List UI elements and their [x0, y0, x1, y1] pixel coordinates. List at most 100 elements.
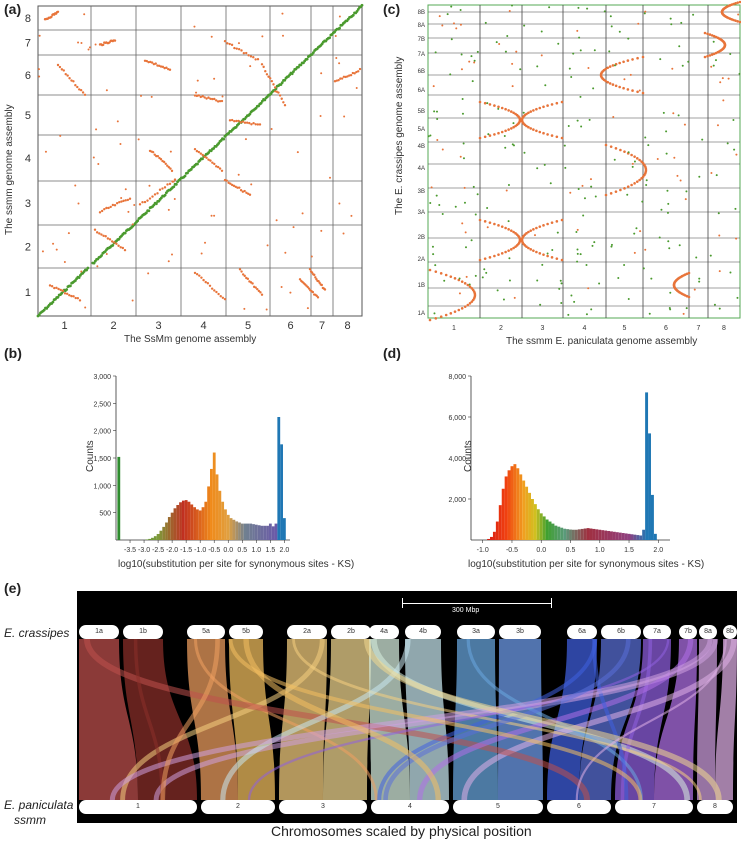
x-tick-label: 7 — [319, 320, 325, 332]
synteny-dot — [93, 228, 97, 231]
scatter-dot — [610, 245, 613, 248]
synteny-dot — [349, 73, 353, 77]
hist-bar — [650, 494, 654, 540]
curve-dot — [512, 111, 515, 115]
diagonal-dot — [37, 313, 41, 317]
synteny-dot — [201, 153, 204, 157]
curve-dot — [703, 55, 707, 59]
scatter-dot — [243, 307, 246, 310]
scatter-dot — [523, 151, 526, 154]
synteny-dot — [61, 289, 65, 292]
hist-bar — [193, 507, 196, 540]
x-tick-label: 7 — [697, 325, 701, 332]
scatter-dot — [576, 29, 579, 32]
hist-bar — [501, 488, 505, 540]
y-tick-label: 8 — [25, 13, 31, 25]
scatter-dot — [505, 189, 508, 192]
scatter-dot — [434, 264, 437, 267]
top-chromosome-1a: 1a — [79, 625, 119, 639]
curve-dot — [736, 20, 739, 23]
scatter-dot — [465, 275, 468, 278]
scatter-dot — [543, 163, 546, 166]
curve-dot — [626, 59, 630, 62]
curve-dot — [606, 66, 610, 70]
top-chromosome-1b: 1b — [123, 625, 163, 639]
curve-dot — [439, 315, 443, 318]
scatter-dot — [459, 155, 462, 158]
scatter-dot — [617, 277, 620, 280]
synteny-dot — [95, 231, 99, 234]
x-tick-label: 1.5 — [624, 547, 634, 554]
scatter-dot — [644, 10, 647, 13]
hist-bar — [249, 523, 253, 540]
hist-bar — [167, 517, 171, 540]
hist-bar — [268, 523, 272, 540]
scatter-dot — [67, 232, 70, 235]
hist-bar — [525, 486, 529, 540]
synteny-dot — [138, 203, 142, 206]
scatter-dot — [37, 68, 40, 71]
curve-dot — [535, 129, 538, 133]
synteny-dot — [76, 85, 79, 89]
curve-dot — [618, 61, 621, 65]
synteny-dot — [111, 203, 115, 207]
curve-dot — [500, 106, 504, 110]
scatter-dot — [718, 234, 721, 237]
synteny-dot — [307, 287, 311, 290]
hist-bar — [274, 523, 278, 540]
synteny-dot — [209, 159, 212, 162]
hist-bar — [504, 476, 508, 540]
curve-dot — [466, 303, 470, 307]
scatter-dot — [441, 148, 444, 151]
curve-dot — [555, 220, 559, 223]
diagonal-dot — [201, 157, 204, 161]
curve-dot — [560, 100, 564, 104]
curve-dot — [608, 65, 612, 68]
synteny-dot — [230, 118, 234, 122]
synteny-dot — [246, 277, 250, 281]
hist-bar — [176, 505, 180, 540]
scatter-dot — [510, 4, 513, 7]
scatter-dot — [594, 195, 597, 198]
curve-dot — [483, 135, 487, 139]
curve-dot — [710, 53, 714, 56]
scatter-dot — [580, 125, 583, 128]
hist-bar — [545, 519, 549, 540]
synteny-dot — [223, 297, 227, 301]
curve-dot — [529, 110, 533, 113]
scatter-dot — [462, 157, 465, 160]
diagonal-dot — [183, 174, 187, 178]
panel-e-label: (e) — [4, 580, 22, 596]
synteny-dot — [238, 268, 242, 271]
scatter-dot — [540, 54, 543, 57]
crossing-ribbon — [292, 638, 702, 801]
diagonal-dot — [147, 209, 151, 213]
scatter-dot — [710, 171, 713, 174]
hist-bar — [551, 523, 555, 540]
hist-bar — [560, 527, 564, 540]
scatter-dot — [450, 5, 453, 8]
y-tick-label: 6B — [418, 69, 425, 75]
curve-dot — [712, 52, 716, 56]
scatter-dot — [195, 91, 198, 94]
scatter-dot — [573, 300, 576, 303]
scatter-dot — [429, 134, 432, 137]
synteny-dot — [107, 206, 110, 210]
synteny-dot — [146, 199, 149, 202]
hist-bar — [595, 529, 599, 540]
synteny-dot — [239, 121, 242, 124]
y-tick-label: 500 — [99, 511, 111, 518]
scatter-dot — [169, 150, 172, 153]
scatter-dot — [581, 184, 584, 187]
scatter-dot — [735, 153, 738, 156]
x-tick-label: 1.5 — [265, 547, 275, 554]
hist-bar — [260, 525, 264, 540]
synteny-dot — [173, 178, 177, 181]
curve-dot — [550, 221, 554, 224]
x-tick-label: -1.0 — [194, 547, 206, 554]
dotplot-a-grid — [38, 6, 362, 316]
synteny-dot — [233, 119, 236, 123]
curve-dot — [478, 258, 482, 262]
synteny-dot — [229, 182, 232, 185]
crossing-ribbon — [383, 638, 631, 801]
